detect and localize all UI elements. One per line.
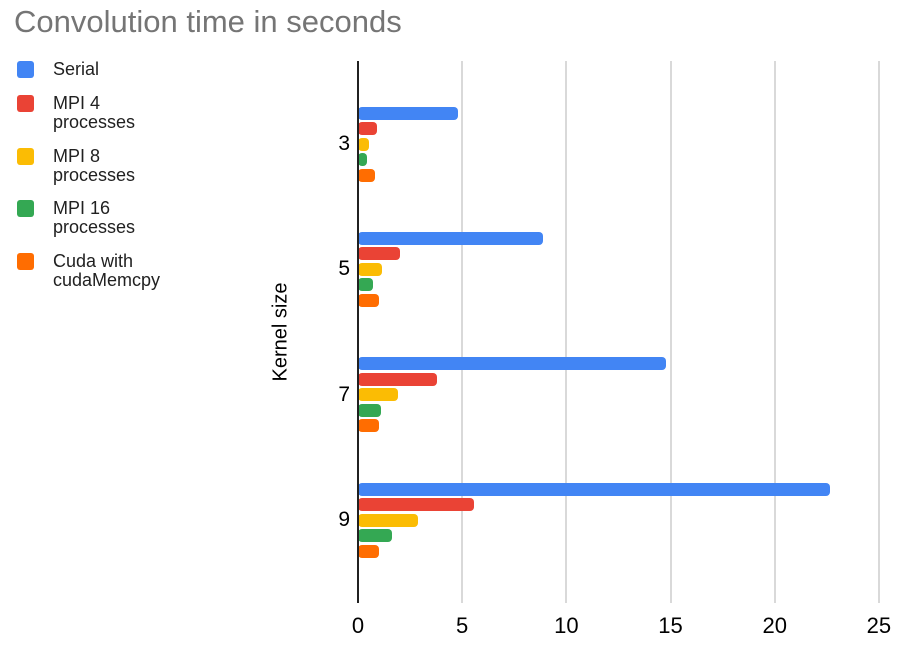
- legend-item: Serial: [17, 60, 171, 79]
- legend-label: Cuda with cudaMemcpy: [53, 251, 161, 291]
- legend-swatch-icon: [17, 253, 34, 271]
- bar: [358, 357, 667, 371]
- legend-label: Serial: [53, 59, 100, 79]
- x-axis-tick-label: 0: [351, 613, 365, 638]
- bar: [358, 372, 438, 386]
- bar: [358, 231, 544, 245]
- bar: [358, 262, 382, 276]
- bar: [358, 278, 373, 292]
- legend-item: MPI 16 processes: [17, 199, 171, 237]
- bar-group: [358, 106, 893, 182]
- bar: [358, 419, 379, 433]
- x-axis-tick-label: 5: [456, 613, 469, 638]
- bar: [358, 482, 830, 496]
- bar: [358, 403, 381, 417]
- bar: [358, 513, 419, 527]
- legend-item: Cuda with cudaMemcpy: [17, 252, 171, 290]
- bar: [358, 293, 379, 307]
- legend-swatch-icon: [17, 94, 34, 112]
- legend-swatch-icon: [17, 61, 34, 78]
- legend-label: MPI 8 processes: [53, 145, 136, 185]
- bar: [358, 137, 370, 151]
- bar-group: [358, 482, 893, 558]
- x-axis-tick-label: 15: [658, 613, 683, 638]
- legend-swatch-icon: [17, 200, 34, 218]
- x-axis-tick-label: 10: [554, 613, 579, 638]
- y-axis-line: [357, 61, 359, 603]
- x-axis-tick-label: 20: [762, 613, 787, 638]
- bar-group: [358, 231, 893, 307]
- y-axis-title: Kernel size: [269, 282, 292, 382]
- legend-item: MPI 4 processes: [17, 92, 171, 132]
- bar: [358, 544, 379, 558]
- gridline: [565, 61, 568, 603]
- bar: [358, 106, 458, 120]
- bar: [358, 388, 398, 402]
- gridline: [669, 61, 672, 603]
- legend-swatch-icon: [17, 147, 34, 165]
- category-label: 5: [338, 257, 350, 281]
- legend-label: MPI 4 processes: [53, 92, 136, 132]
- bar-group: [358, 357, 893, 433]
- bar: [358, 153, 368, 166]
- legend-item: MPI 8 processes: [17, 145, 171, 185]
- gridline: [877, 61, 880, 603]
- gridline: [773, 61, 776, 603]
- bar: [358, 498, 474, 512]
- bar: [358, 122, 377, 135]
- bar: [358, 168, 375, 182]
- gridline: [461, 61, 464, 603]
- category-label: 7: [338, 382, 350, 406]
- x-axis-tick-label: 25: [866, 613, 892, 638]
- chart-title: Convolution time in seconds: [14, 4, 402, 39]
- category-label: 3: [338, 132, 350, 155]
- legend: Serial MPI 4 processes MPI 8 processes MPI …: [17, 60, 171, 290]
- legend-label: MPI 16 processes: [53, 198, 136, 238]
- plot-area: 0 5 10 15 20 25 3 5 7 9: [338, 61, 893, 638]
- bar: [358, 247, 400, 261]
- category-label: 9: [338, 508, 350, 532]
- bar: [358, 529, 393, 543]
